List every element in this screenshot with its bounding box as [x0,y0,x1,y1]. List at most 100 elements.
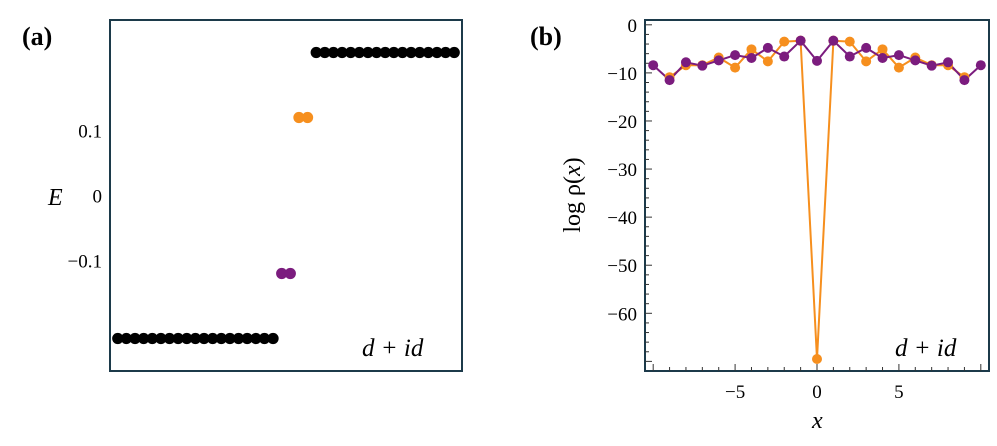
panel-b-y-axis-title-close: ) [560,157,586,165]
panel-b-point-purple [795,35,806,46]
panel-b-frame [644,19,990,372]
panel-b-point-purple [893,50,904,61]
panel-a-point-bulk-upper [431,46,443,59]
panel-b-point-orange [861,56,872,67]
panel-b-x-tick-label: 5 [894,382,904,403]
panel-a-point-bulk-lower [250,332,262,345]
panel-a-point-edge-lower [284,267,296,280]
panel-b-point-purple [746,52,757,63]
panel-b-y-tick-label: 0 [628,16,638,37]
panel-a-point-bulk-lower [112,332,124,345]
panel-a-point-bulk-lower [138,332,150,345]
panel-b-point-purple [664,75,675,86]
panel-b-y-axis-title-var: x [560,165,586,177]
panel-b-point-purple [943,57,954,68]
panel-a-y-ticks: 0.1 0 −0.1 [68,122,102,273]
panel-b-point-purple [910,55,921,66]
panel-a-point-bulk-lower [224,332,236,345]
panel-b-point-purple [926,60,937,71]
panel-a-point-bulk-lower [232,332,245,345]
panel-b-point-purple [697,60,708,71]
panel-b-point-purple [713,55,724,66]
panel-b-point-purple [762,42,773,53]
panel-a-point-bulk-upper [370,46,383,59]
panel-a-point-bulk-lower [215,332,227,345]
panel-b-y-tick-label: −60 [607,304,637,325]
panel-b-x-tick-label: 0 [812,382,822,403]
panel-a-point-bulk-upper [422,46,434,59]
panel-a-point-bulk-lower [258,332,271,345]
panel-a-frame [109,19,463,372]
panel-a-point-bulk-lower [189,332,202,345]
panel-a-point-bulk-upper [362,46,374,59]
panel-b-x-ticks: −5 0 5 [652,364,982,403]
panel-b-point-purple [648,60,659,71]
panel-b-point-purple [779,51,790,62]
panel-b-y-tick-label: −50 [607,256,637,277]
panel-a-point-bulk-lower [155,332,167,345]
panel-b-point-purple [730,50,741,61]
panel-b-point-purple [844,51,855,62]
panel-a-points [112,46,460,345]
panel-a-point-bulk-lower [198,332,210,345]
panel-a-y-tick-label: 0.1 [78,122,102,143]
panel-b-y-ticks: 0 −10 −20 −30 −40 −50 −60 [607,16,652,362]
panel-a-point-bulk-lower [172,332,184,345]
panel-b-point-purple [861,42,872,53]
panel-a-point-bulk-lower [129,332,141,345]
panel-a-point-bulk-upper [379,46,391,59]
panel-b-points [648,35,986,364]
panel-a-point-bulk-upper [353,46,365,59]
panel-a-point-bulk-lower [120,332,132,345]
panel-b-label: (b) [530,22,562,51]
panel-b-x-axis-title: x [811,408,823,434]
panel-b-y-axis-title-main: log ρ( [560,176,586,233]
panel-a-point-edge-lower [276,267,288,280]
panel-b-point-orange [844,36,855,47]
panel-b-y-axis-title: log ρ(x) [560,157,586,232]
panel-b-point-purple [828,35,839,46]
panel-b-lines [652,39,982,360]
panel-a-point-edge-upper [301,111,314,124]
panel-a-point-bulk-lower [146,332,158,345]
panel-a-point-bulk-lower [267,332,279,345]
panel-b-point-orange [893,62,904,73]
panel-a-point-bulk-upper [319,46,331,59]
panel-a-point-bulk-lower [181,332,193,345]
panel-b-point-purple [877,52,888,63]
panel-a-point-bulk-upper [396,46,409,59]
panel-b-point-purple [812,55,822,66]
panel-b-point-orange [730,62,741,73]
panel-a-point-bulk-lower [163,332,176,345]
panel-a-y-tick-label: 0 [93,187,103,208]
panel-b-y-tick-label: −20 [607,112,637,133]
panel-b-point-orange [877,44,888,55]
panel-a-point-bulk-upper [345,46,357,59]
panel-a-point-bulk-upper [327,46,340,59]
panel-b-point-purple [959,75,970,86]
panel-b-annotation: d + id [895,335,957,362]
panel-a-point-edge-upper [293,111,305,124]
panel-b-line-orange [669,39,965,360]
panel-a-label: (a) [22,22,52,51]
panel-b-y-tick-label: −10 [607,64,637,85]
panel-b-point-purple [680,57,691,68]
panel-b-point-purple [975,60,986,71]
panel-a-point-bulk-upper [440,46,452,59]
panel-a-point-bulk-upper [414,46,426,59]
panel-a-point-bulk-upper [336,46,348,59]
panel-a-y-tick-label: −0.1 [68,252,102,273]
panel-a-point-bulk-upper [448,46,460,59]
panel-a-y-axis-title: E [47,185,63,211]
panel-b-point-orange [812,353,822,364]
panel-a-point-bulk-upper [405,46,417,59]
panel-b: (b) 0−10−20−30−40−50−60 −5 0 5 x log ρ(x) … [530,16,990,434]
panel-a: (a) 0.1 0 −0.1 E d + id [22,19,463,372]
panel-b-point-orange [762,56,773,67]
panel-b-x-tick-label: −5 [725,382,745,403]
panel-a-point-bulk-lower [207,332,219,345]
panel-b-y-tick-label: −30 [607,160,637,181]
panel-b-y-tick-label: −40 [607,208,637,229]
panel-b-point-orange [746,44,757,55]
